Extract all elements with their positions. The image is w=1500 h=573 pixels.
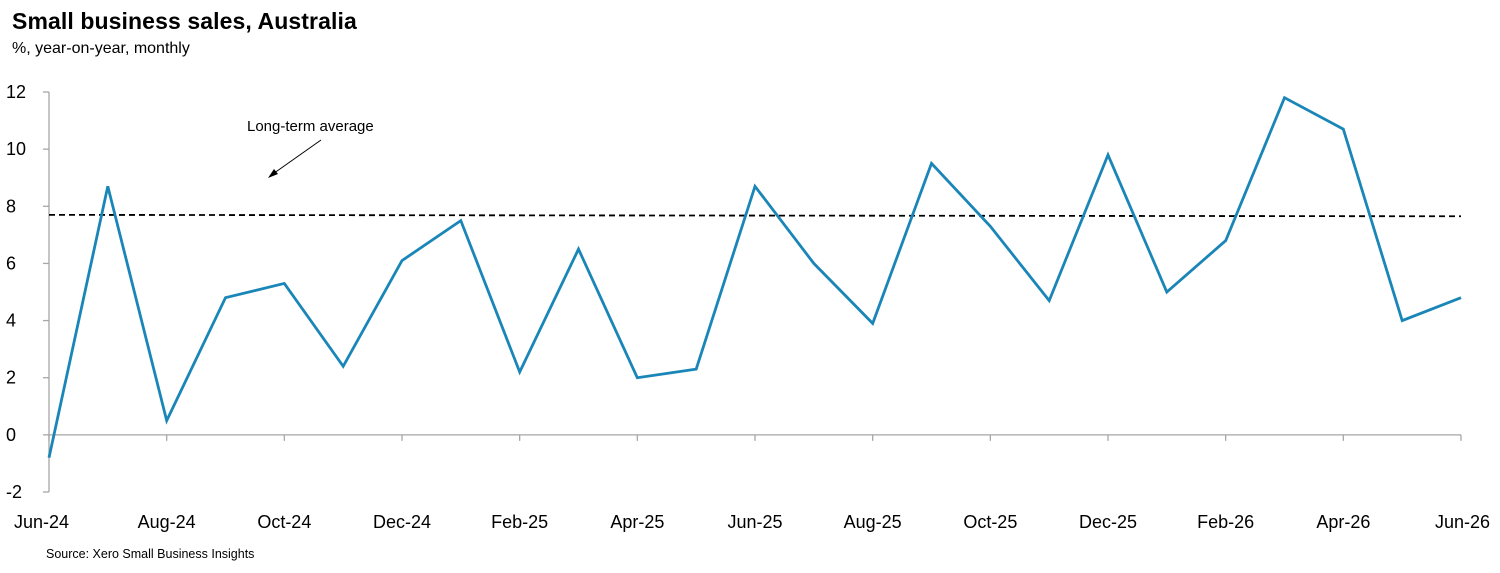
y-tick-label: 10 [6,139,26,159]
x-tick-label: Jun-25 [727,512,782,532]
x-tick-label: Feb-25 [491,512,548,532]
y-tick-label: 6 [6,253,16,273]
x-tick-label: Apr-25 [610,512,664,532]
y-tick-label: -2 [6,482,22,502]
annotation-arrow-head [268,169,278,178]
y-tick-label: 0 [6,425,16,445]
x-tick-label: Apr-26 [1316,512,1370,532]
y-tick-label: 12 [6,82,26,102]
x-tick-label: Oct-25 [963,512,1017,532]
chart-subtitle: %, year-on-year, monthly [12,40,190,57]
chart-title: Small business sales, Australia [12,8,357,34]
long-term-average-line [48,213,1462,218]
x-tick-label: Oct-24 [257,512,311,532]
long-term-average-group [48,213,1462,218]
x-axis: Jun-24 Aug-24 Oct-24 Dec-24 Feb-25 Apr-25 Jun-… [14,434,1490,532]
source-note: Source: Xero Small Business Insights [46,547,255,561]
annotation-group: Long-term average [247,118,374,178]
annotation-arrow-shaft [269,139,322,177]
y-tick-label: 8 [6,196,16,216]
x-tick-label: Feb-26 [1197,512,1254,532]
x-tick-label: Aug-25 [844,512,902,532]
y-axis: -2 0 2 4 6 8 10 12 [6,82,50,502]
x-tick-label: Jun-26 [1435,512,1490,532]
x-tick-label: Jun-24 [14,512,69,532]
x-tick-label: Dec-25 [1079,512,1137,532]
x-tick-label: Aug-24 [138,512,196,532]
series-group [47,95,1462,458]
y-tick-label: 4 [6,311,16,331]
long-term-average-label: Long-term average [247,118,374,135]
series-line [47,95,1462,458]
x-tick-label: Dec-24 [373,512,431,532]
y-tick-label: 2 [6,368,16,388]
